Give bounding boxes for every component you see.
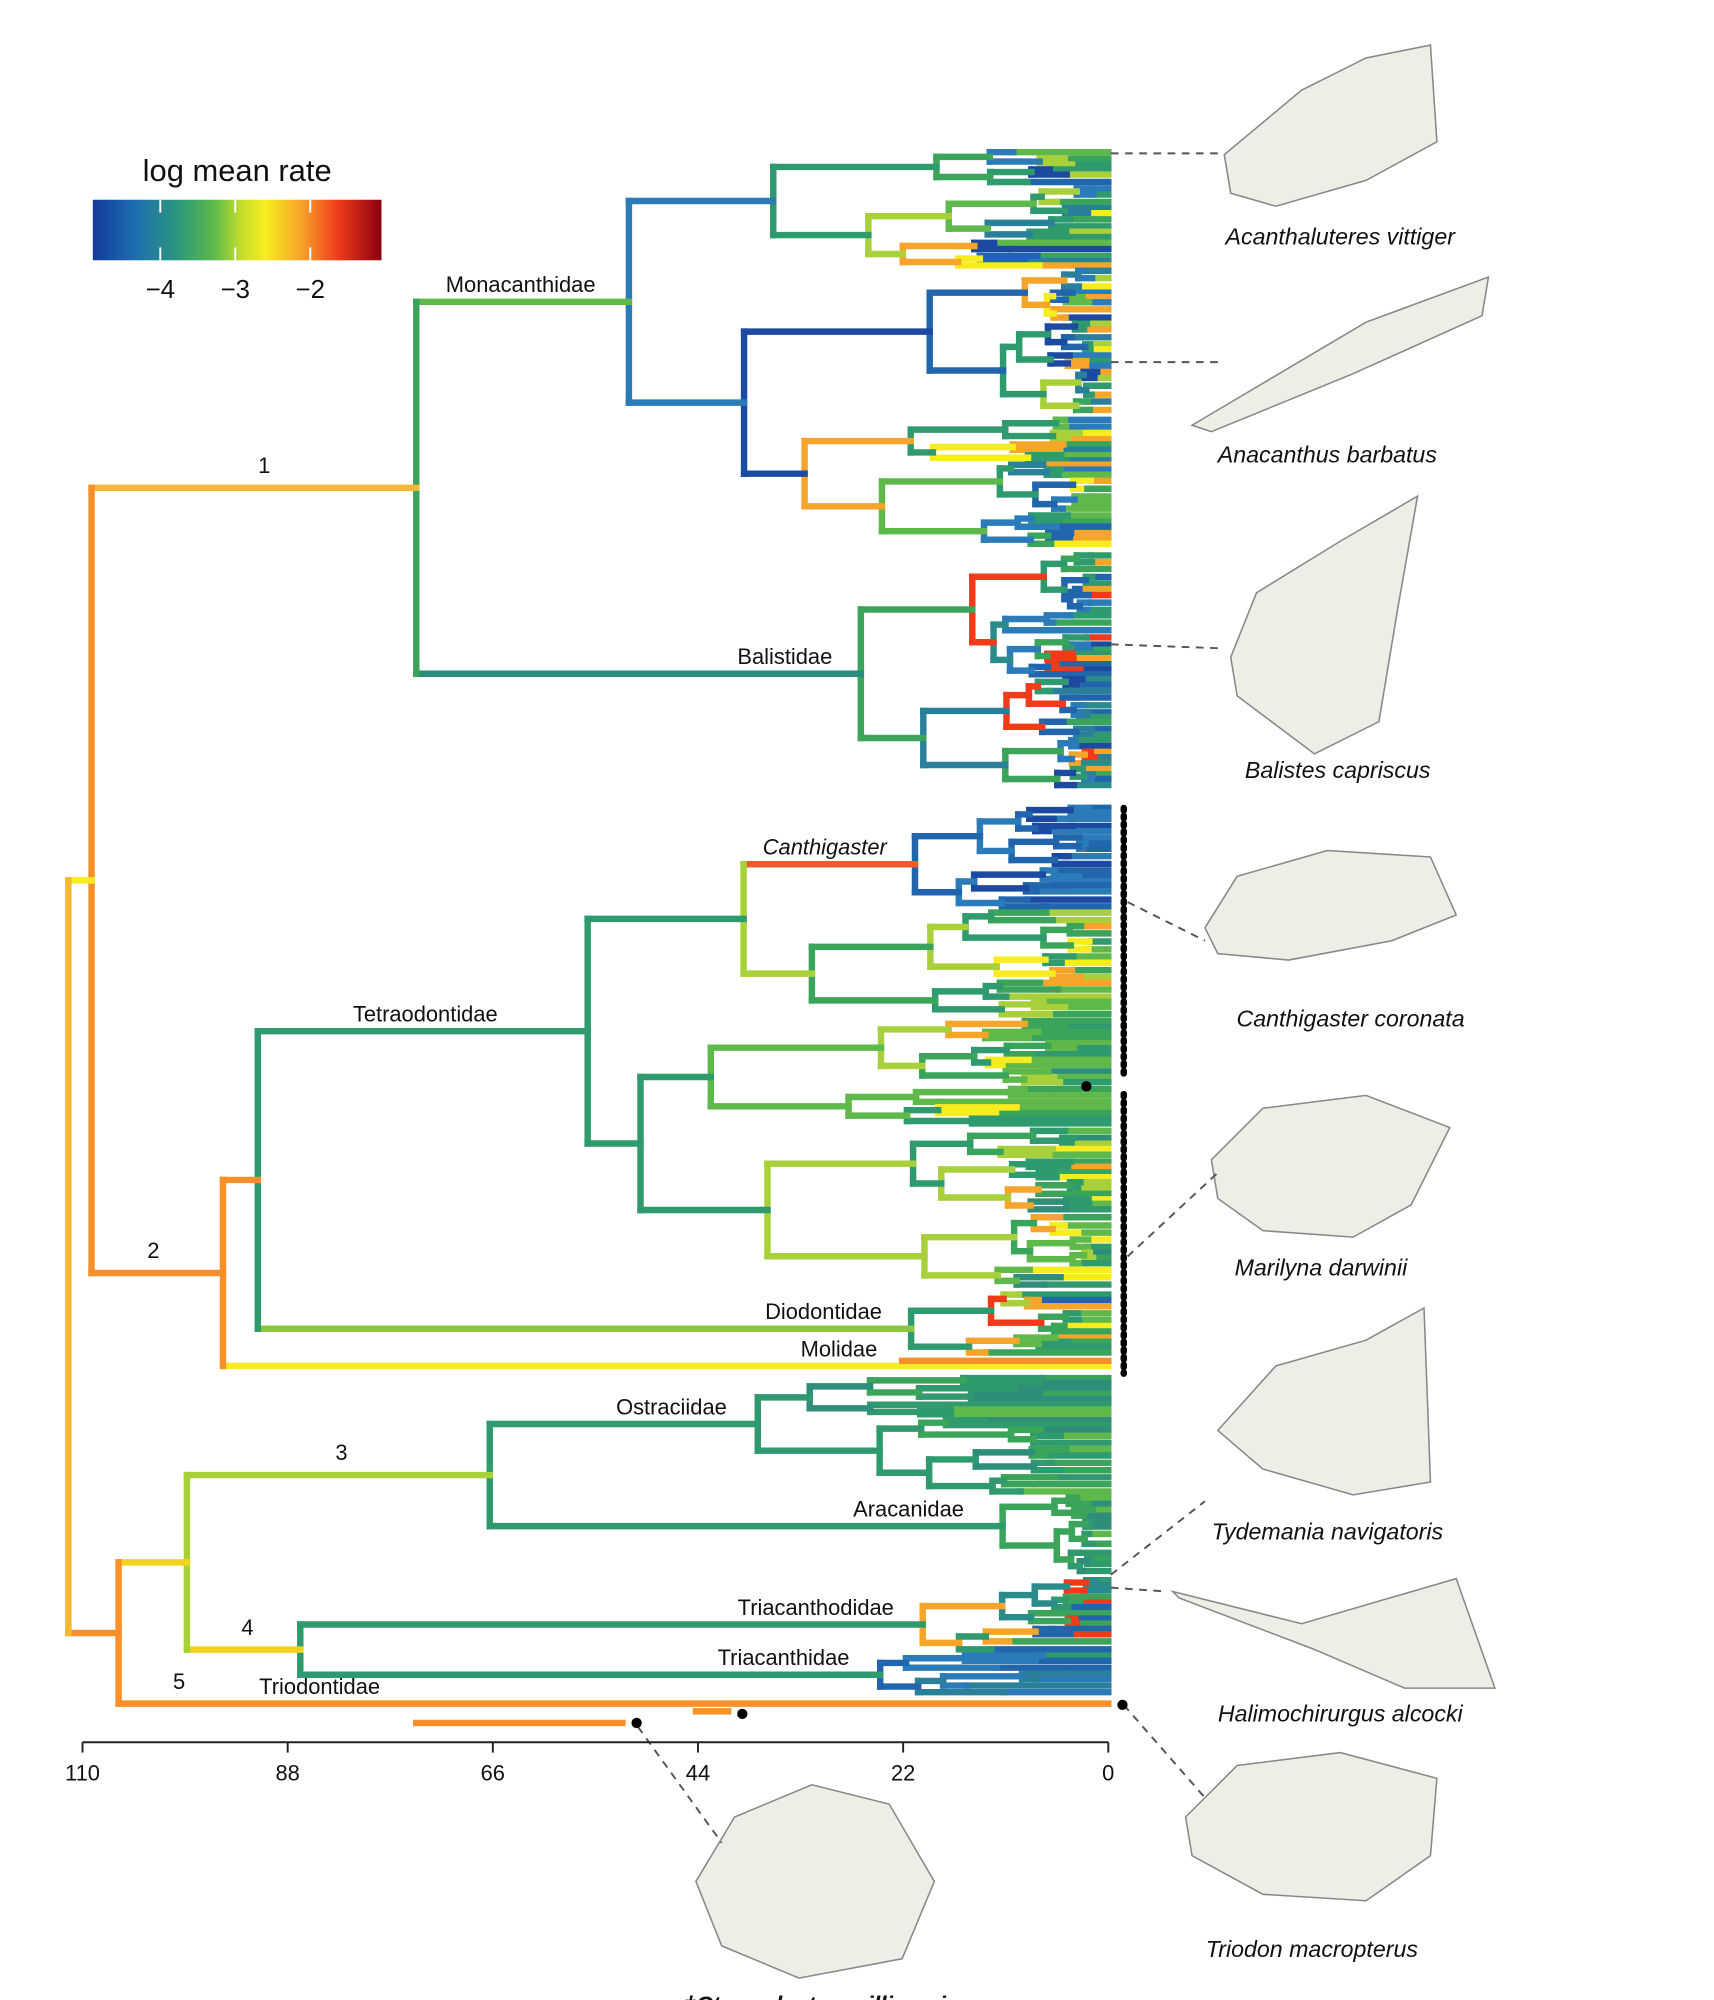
species-label: Acanthaluteres vittiger (1224, 224, 1457, 250)
dot (1117, 1699, 1128, 1711)
skull (1223, 44, 1438, 207)
species-label: Canthigaster coronata (1236, 1006, 1464, 1032)
axis-tick-label: 66 (481, 1760, 505, 1785)
axis-tick-label: 22 (891, 1760, 915, 1785)
skull (1190, 275, 1490, 433)
clade-label: Triacanthodidae (738, 1595, 894, 1620)
tip-dots (631, 1081, 1128, 1729)
clade-label: Triacanthidae (718, 1645, 850, 1670)
axis-tick-label: 110 (65, 1760, 100, 1785)
clade-label: Aracanidae (853, 1496, 964, 1521)
skull (1184, 1751, 1438, 1902)
clade-label: Diodontidae (765, 1299, 882, 1324)
connector (1110, 643, 1218, 650)
connector (1110, 1500, 1206, 1576)
clade-label: Molidae (801, 1336, 878, 1361)
branch-number: 1 (258, 453, 270, 478)
species-label: Balistes capriscus (1245, 757, 1431, 783)
legend-title: log mean rate (143, 153, 332, 188)
connector (1110, 1586, 1167, 1593)
dot (1081, 1081, 1092, 1092)
axis-tick-label: 44 (686, 1760, 710, 1785)
branch-number: 4 (241, 1615, 253, 1640)
skull (695, 1783, 936, 1979)
skull (1170, 1577, 1496, 1689)
species-label: Triodon macropterus (1206, 1936, 1419, 1962)
tree (65, 148, 1112, 1727)
dot (737, 1708, 748, 1720)
connector (1123, 1704, 1206, 1799)
species-label: †Ctenoplectus williamsi (683, 1992, 946, 2000)
axis-tick-label: 88 (275, 1760, 299, 1785)
species-label: Halimochirurgus alcocki (1218, 1700, 1464, 1726)
connector (1127, 901, 1206, 942)
species-label: Marilyna darwinii (1235, 1254, 1409, 1280)
clade-label: Ostraciidae (616, 1394, 727, 1419)
connector (1126, 1171, 1219, 1258)
connectors (637, 152, 1222, 1844)
axis-tick-label: 0 (1102, 1760, 1114, 1785)
clade-label: Balistidae (737, 644, 832, 669)
labels: Monacanthidae Balistidae 1 Canthigaster Tetr… (65, 224, 1465, 2000)
clade-label: Tetraodontidae (353, 1002, 498, 1027)
clade-label: Canthigaster (763, 835, 889, 860)
colorbar (92, 199, 382, 261)
species-label: Anacanthus barbatus (1216, 441, 1438, 467)
clade-label: Triodontidae (259, 1674, 380, 1699)
branch-number: 5 (173, 1669, 185, 1694)
colorbar-tick-label: −4 (146, 276, 175, 304)
branch-number: 3 (335, 1440, 347, 1465)
legend: log mean rate −4 −3 −2 (92, 153, 382, 304)
skull (1210, 1094, 1451, 1238)
branch-number: 2 (147, 1238, 159, 1263)
dot (631, 1717, 642, 1729)
species-label: Tydemania navigatoris (1212, 1519, 1444, 1545)
colorbar-tick-label: −3 (221, 276, 250, 304)
skull (1229, 494, 1419, 755)
skull-illustrations (695, 44, 1496, 1979)
connector (637, 1726, 723, 1844)
colorbar-tick-label: −2 (296, 276, 325, 304)
skull (1204, 849, 1458, 961)
skull (1216, 1306, 1432, 1496)
clade-label: Monacanthidae (446, 272, 596, 297)
